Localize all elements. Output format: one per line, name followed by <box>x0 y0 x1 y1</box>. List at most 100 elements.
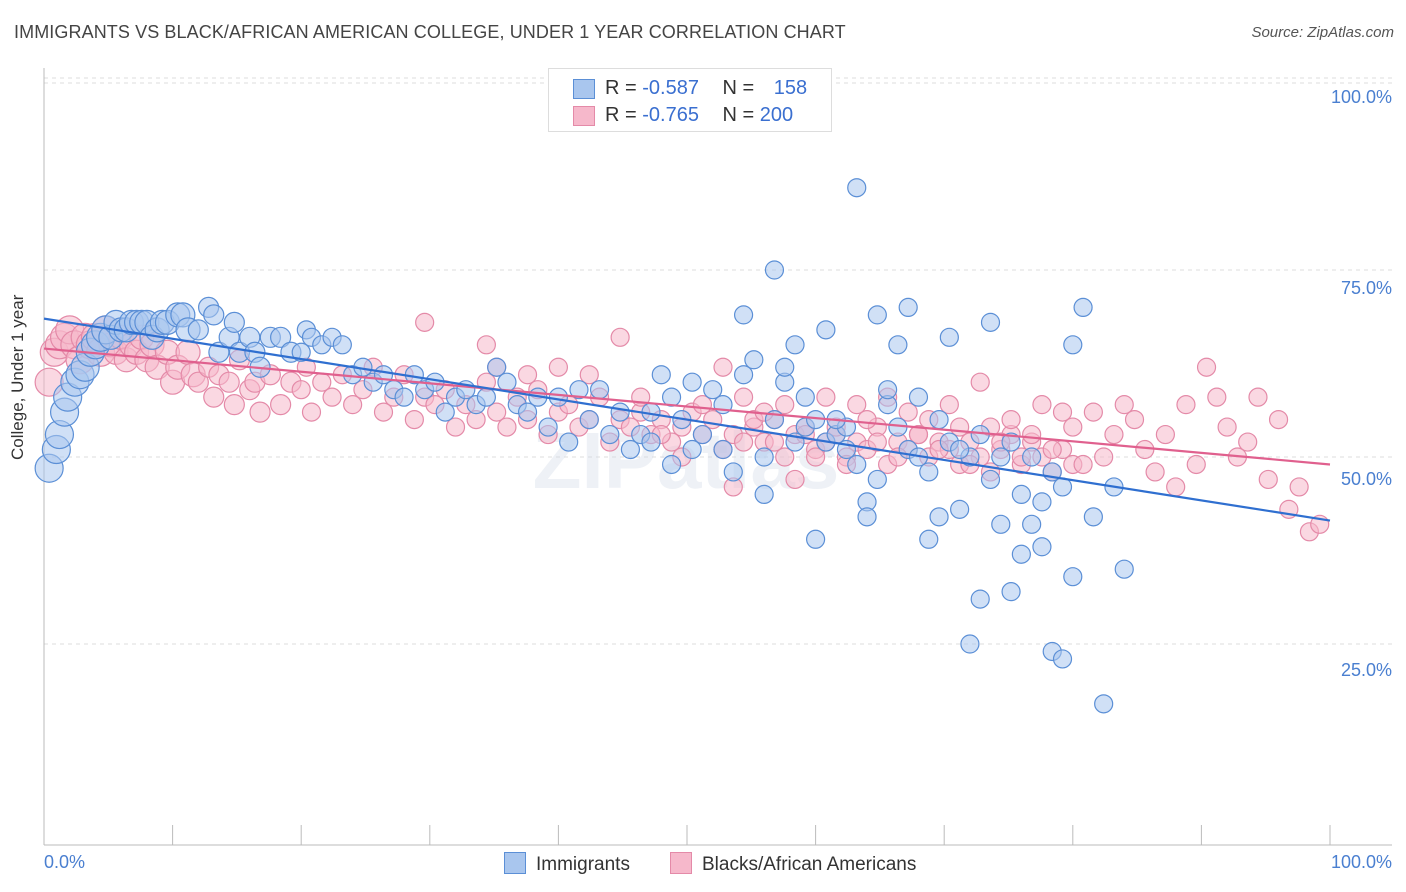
legend-r-value: -0.587 <box>642 77 699 99</box>
data-point <box>548 387 569 407</box>
data-point <box>970 372 990 392</box>
data-point <box>888 335 908 355</box>
data-point <box>785 335 805 355</box>
data-point <box>980 312 1001 332</box>
data-point <box>1176 395 1196 415</box>
data-point <box>1032 537 1052 557</box>
data-point <box>1052 402 1073 422</box>
data-point <box>878 380 898 400</box>
data-point <box>775 447 795 467</box>
data-point <box>270 394 292 416</box>
trend-line-blacks <box>43 347 1331 466</box>
data-point <box>223 394 245 416</box>
data-point <box>322 387 342 407</box>
data-point <box>713 357 733 377</box>
data-point <box>661 454 682 475</box>
data-point <box>332 335 352 355</box>
bottom-legend-label: Immigrants <box>536 854 630 875</box>
data-point <box>651 365 671 385</box>
data-point <box>754 447 774 467</box>
data-point <box>939 395 959 415</box>
data-point <box>970 589 990 609</box>
data-point <box>857 410 877 430</box>
data-point <box>692 424 713 445</box>
data-point <box>270 326 292 348</box>
bottom-legend-immigrants: Immigrants <box>504 852 630 876</box>
data-point <box>1001 432 1021 452</box>
trend-lines <box>43 317 1331 522</box>
data-point <box>733 432 754 452</box>
data-point <box>991 514 1011 534</box>
data-point <box>415 312 435 332</box>
data-point <box>919 462 939 482</box>
data-point <box>1196 357 1217 377</box>
data-point <box>610 402 630 422</box>
data-point <box>404 410 424 430</box>
data-point <box>1001 410 1021 430</box>
data-point <box>723 462 743 482</box>
data-point <box>569 380 589 400</box>
data-point <box>1042 439 1062 460</box>
data-point <box>775 395 795 415</box>
data-point <box>898 297 918 317</box>
data-point <box>1124 410 1145 430</box>
data-point <box>991 447 1011 467</box>
data-point <box>847 454 867 475</box>
data-point <box>744 350 764 370</box>
data-point <box>908 387 929 407</box>
legend-n-label: N = <box>722 77 755 99</box>
trend-line-immigrants <box>43 317 1331 522</box>
data-point <box>1022 514 1042 534</box>
data-point <box>1032 395 1052 415</box>
data-point <box>816 320 836 340</box>
data-point <box>785 469 805 490</box>
data-point <box>1032 492 1052 512</box>
data-point <box>898 402 918 422</box>
data-point <box>1114 559 1134 579</box>
data-point <box>187 319 209 341</box>
data-point <box>579 365 599 385</box>
data-point <box>805 447 826 467</box>
data-point <box>980 469 1001 490</box>
data-point <box>1207 387 1227 407</box>
data-point <box>301 402 322 422</box>
data-point <box>187 371 209 393</box>
y-tick-label-50: 50.0% <box>1340 469 1392 489</box>
data-point <box>487 357 507 377</box>
chart-title: IMMIGRANTS VS BLACK/AFRICAN AMERICAN COL… <box>14 22 846 42</box>
legend-n-value: 158 <box>773 77 808 99</box>
data-point <box>847 395 867 415</box>
x-tick-label-100: 100.0% <box>1330 852 1392 872</box>
data-point <box>1289 477 1309 497</box>
data-point <box>1104 424 1124 445</box>
data-point <box>1083 402 1103 422</box>
data-point <box>579 410 599 430</box>
data-point <box>497 417 517 437</box>
legend-r-label: R = <box>605 77 637 99</box>
data-point <box>218 371 240 393</box>
data-point <box>733 365 754 385</box>
data-point <box>476 335 496 355</box>
legend-row-blacks: R = -0.765 N = 200 <box>573 104 793 127</box>
data-point <box>816 387 836 407</box>
data-point <box>929 507 949 527</box>
y-axis-label: College, Under 1 year <box>8 294 27 460</box>
data-point <box>476 387 496 407</box>
y-tick-label-25: 25.0% <box>1340 660 1392 680</box>
data-point <box>929 410 949 430</box>
bottom-legend-label: Blacks/African Americans <box>702 854 917 875</box>
data-point <box>795 387 815 407</box>
data-point <box>559 432 579 452</box>
data-point <box>733 387 754 407</box>
data-point <box>867 305 887 325</box>
data-point <box>1135 439 1155 460</box>
legend-row-immigrants: R = -0.587 N = 158 <box>573 77 808 100</box>
data-point <box>373 402 394 422</box>
data-point <box>600 424 620 445</box>
data-point <box>445 417 466 437</box>
data-point <box>223 311 245 333</box>
legend-n-label: N = <box>722 104 755 126</box>
data-point <box>497 372 517 392</box>
data-point <box>1248 387 1268 407</box>
